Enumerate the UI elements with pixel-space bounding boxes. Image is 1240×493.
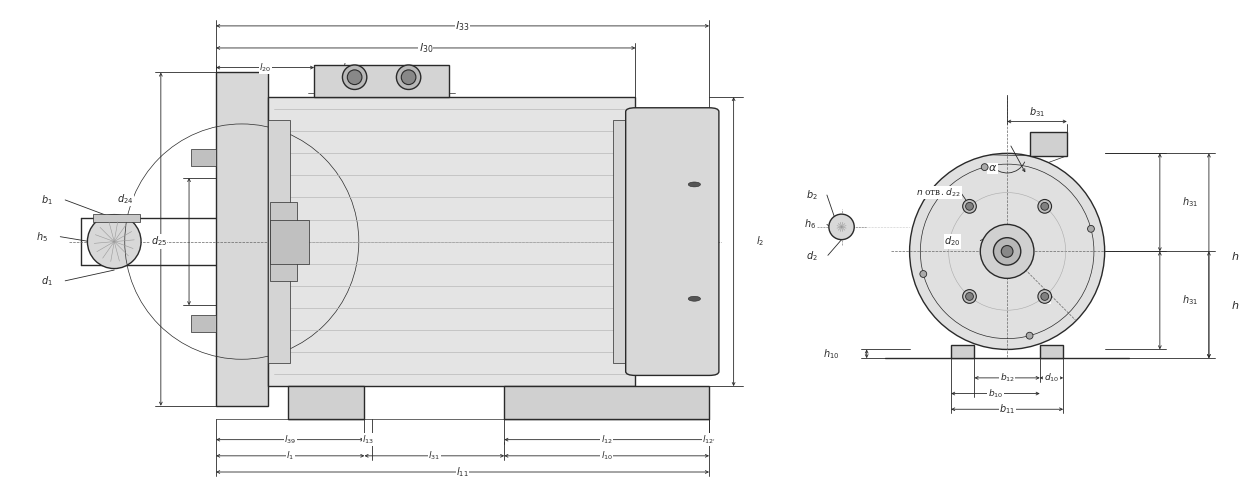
Ellipse shape	[910, 153, 1105, 350]
Text: $h_{31}$: $h_{31}$	[1182, 293, 1198, 307]
Bar	[314, 65, 449, 97]
Bar	[268, 120, 290, 363]
Text: $d_{20}$: $d_{20}$	[945, 235, 961, 248]
Text: $b_{31}$: $b_{31}$	[1029, 105, 1045, 119]
Text: $b_{12}$: $b_{12}$	[999, 372, 1014, 384]
Text: $b_{11}$: $b_{11}$	[999, 402, 1016, 416]
Ellipse shape	[87, 214, 141, 269]
Ellipse shape	[966, 203, 973, 210]
Ellipse shape	[993, 238, 1021, 265]
Ellipse shape	[1027, 332, 1033, 339]
Text: $h$: $h$	[1043, 292, 1050, 304]
Text: $l_{13}$: $l_{13}$	[362, 433, 374, 446]
Ellipse shape	[1040, 203, 1049, 210]
Text: $l_{21}$: $l_{21}$	[342, 61, 353, 74]
Circle shape	[688, 296, 701, 301]
Text: $l_{30}$: $l_{30}$	[419, 41, 433, 55]
Ellipse shape	[920, 271, 926, 278]
Ellipse shape	[1040, 292, 1049, 300]
Bar	[951, 345, 975, 358]
Circle shape	[688, 182, 701, 187]
Ellipse shape	[1087, 225, 1095, 232]
Ellipse shape	[981, 224, 1034, 279]
Text: $l_{11}$: $l_{11}$	[456, 465, 469, 479]
Bar	[1030, 132, 1066, 156]
Text: $l_{20}$: $l_{20}$	[259, 61, 272, 74]
Ellipse shape	[1038, 200, 1052, 213]
Text: $d_2$: $d_2$	[806, 249, 818, 263]
Text: $l_{39}$: $l_{39}$	[284, 433, 296, 446]
Bar	[270, 219, 309, 264]
Text: $h$: $h$	[1231, 250, 1239, 262]
Ellipse shape	[962, 289, 976, 303]
Text: $h_5$: $h_5$	[36, 230, 47, 244]
Text: $b_2$: $b_2$	[806, 188, 818, 202]
Text: $d_{24}$: $d_{24}$	[118, 192, 134, 206]
Ellipse shape	[342, 65, 367, 90]
Text: $l_{33}$: $l_{33}$	[455, 19, 470, 33]
Text: $l_{31}$: $l_{31}$	[428, 450, 440, 462]
Text: $l_2$: $l_2$	[755, 235, 764, 248]
Bar	[93, 213, 140, 222]
Text: $h$: $h$	[1231, 299, 1239, 311]
Bar	[1040, 345, 1063, 358]
Text: $h_{31}$: $h_{31}$	[1182, 196, 1198, 210]
Ellipse shape	[962, 200, 976, 213]
FancyBboxPatch shape	[626, 108, 719, 376]
Text: $b_{10}$: $b_{10}$	[988, 387, 1003, 400]
Text: $d_{10}$: $d_{10}$	[1044, 372, 1059, 384]
Text: $l_{12'}$: $l_{12'}$	[702, 433, 715, 446]
Bar	[191, 316, 216, 332]
Text: $\alpha$: $\alpha$	[988, 163, 997, 173]
Bar	[270, 203, 296, 281]
Text: $h_{10}$: $h_{10}$	[823, 347, 839, 361]
Text: $l_{10}$: $l_{10}$	[600, 450, 613, 462]
Text: $d_1$: $d_1$	[41, 274, 52, 288]
Text: $n$ отв. $d_{22}$: $n$ отв. $d_{22}$	[916, 186, 961, 199]
Ellipse shape	[1001, 246, 1013, 257]
Ellipse shape	[1038, 289, 1052, 303]
Text: $l_1$: $l_1$	[286, 450, 294, 462]
Bar	[289, 386, 365, 419]
Text: $d_{25}$: $d_{25}$	[151, 235, 167, 248]
Text: $l_{12}$: $l_{12}$	[600, 433, 613, 446]
Ellipse shape	[347, 70, 362, 85]
Bar	[216, 72, 268, 406]
Bar	[191, 149, 216, 166]
Bar	[505, 386, 709, 419]
Text: $h_6$: $h_6$	[804, 217, 816, 231]
Ellipse shape	[966, 292, 973, 300]
Text: $b_1$: $b_1$	[41, 193, 52, 207]
Ellipse shape	[981, 164, 988, 171]
Ellipse shape	[402, 70, 415, 85]
Ellipse shape	[397, 65, 420, 90]
Ellipse shape	[828, 214, 854, 240]
Bar	[268, 97, 635, 386]
Bar	[614, 120, 635, 363]
